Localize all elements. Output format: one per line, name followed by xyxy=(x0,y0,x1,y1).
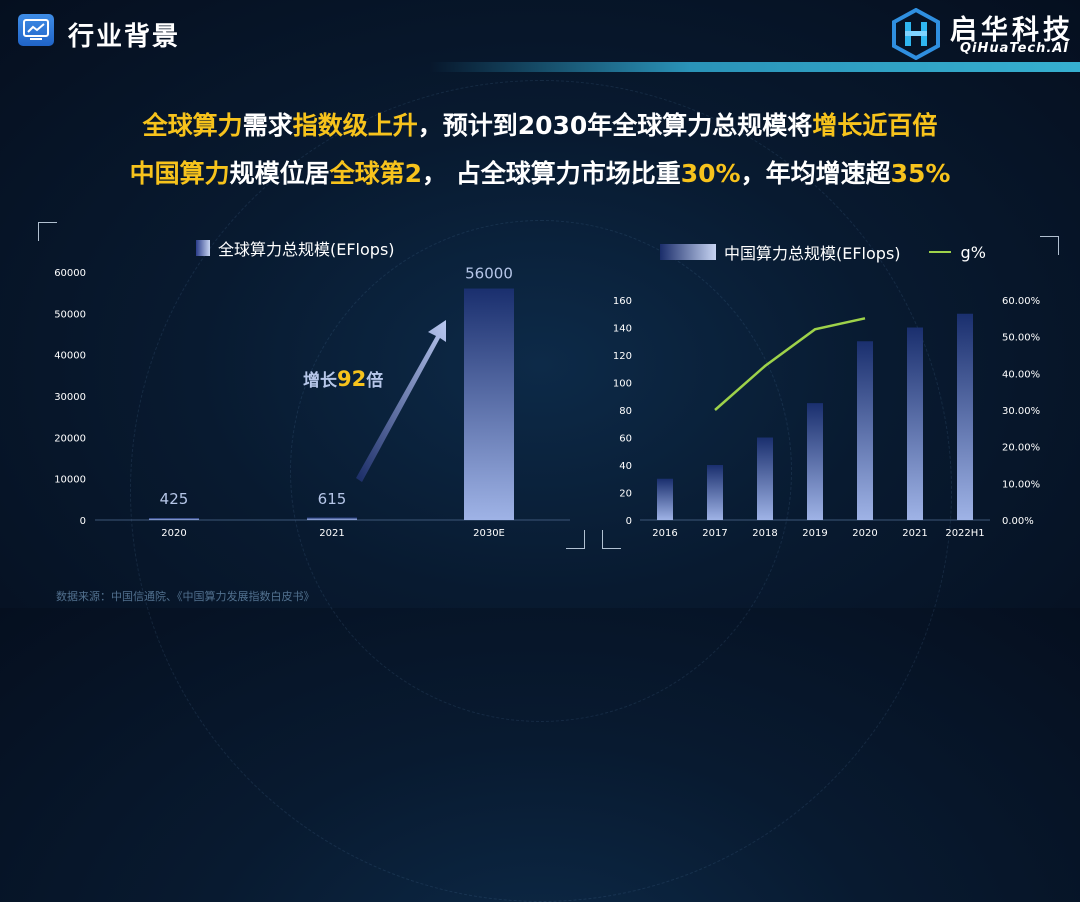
y-tick-label: 20000 xyxy=(54,433,86,444)
bar-2021 xyxy=(307,517,357,520)
legend-swatch-bar xyxy=(660,244,716,260)
headline-segment: 规模位居 xyxy=(229,159,330,188)
legend-swatch xyxy=(196,240,210,256)
bar-2022H1 xyxy=(957,313,973,520)
headline-segment: 指数级上升 xyxy=(292,111,418,140)
y-right-tick-label: 20.00% xyxy=(1002,443,1040,454)
y-left-tick-label: 120 xyxy=(613,351,632,362)
frame-corner-bottom-right-left-chart xyxy=(566,530,585,549)
x-tick-label: 2017 xyxy=(702,528,727,539)
y-tick-label: 60000 xyxy=(54,268,86,279)
global-compute-bar-chart: 0 10000 20000 30000 40000 50000 60000 425 2020 61… xyxy=(54,264,1040,539)
headline-segment: 全球算力 xyxy=(142,111,243,140)
bar-2017 xyxy=(707,465,723,520)
bar-2018 xyxy=(757,437,773,520)
data-label: 615 xyxy=(318,490,347,508)
headline-segment: ， 占全球算力市场比重 xyxy=(422,159,681,188)
growth-arrow-icon xyxy=(356,320,446,482)
x-tick-label: 2016 xyxy=(652,528,677,539)
y-right-tick-label: 40.00% xyxy=(1002,369,1040,380)
headline-segment: 需求 xyxy=(242,111,293,140)
headline-segment: 增长近百倍 xyxy=(812,111,938,140)
bar-2020 xyxy=(149,518,199,520)
data-source-note: 数据来源：中国信通院、《中国算力发展指数白皮书》 xyxy=(56,590,315,603)
headline-segment: ，年均增速超 xyxy=(740,159,891,188)
frame-corner-top-left xyxy=(38,222,57,241)
y-tick-label: 30000 xyxy=(54,392,86,403)
legend-swatch-line xyxy=(928,251,951,253)
x-tick-label: 2030E xyxy=(473,528,505,539)
x-tick-label: 2020 xyxy=(161,528,186,539)
headline-line-2: 中国算力规模位居全球第2， 占全球算力市场比重30%，年均增速超35% xyxy=(0,154,1080,190)
left-chart-legend: 全球算力总规模(EFlops) xyxy=(196,236,395,260)
y-right-tick-label: 0.00% xyxy=(1002,516,1034,527)
headline-segment: 中国算力 xyxy=(129,159,230,188)
y-left-tick-label: 160 xyxy=(613,296,632,307)
x-tick-label: 2019 xyxy=(802,528,827,539)
legend-label-line: g% xyxy=(960,242,986,262)
frame-corner-top-right xyxy=(1040,236,1059,255)
y-left-tick-label: 0 xyxy=(626,516,632,527)
y-left-tick-label: 40 xyxy=(619,461,632,472)
y-tick-label: 0 xyxy=(80,516,86,527)
bar-2030E xyxy=(464,288,514,520)
y-right-tick-label: 30.00% xyxy=(1002,406,1040,417)
bar-2020 xyxy=(857,341,873,520)
growth-rate-line xyxy=(714,317,866,411)
trend-chart-icon xyxy=(18,14,54,46)
y-left-tick-label: 20 xyxy=(619,489,632,500)
x-tick-label: 2021 xyxy=(902,528,927,539)
frame-corner-bottom-left-right-chart xyxy=(602,530,621,549)
bar-2016 xyxy=(657,478,673,520)
x-tick-label: 2022H1 xyxy=(945,528,984,539)
y-tick-label: 40000 xyxy=(54,351,86,362)
company-name-en: QiHuaTech.AI xyxy=(960,41,1070,56)
y-left-tick-label: 60 xyxy=(619,434,632,445)
headline-segment: ，预计到2030年全球算力总规模将 xyxy=(417,111,813,140)
headline-segment: 全球第2 xyxy=(329,159,422,188)
y-left-tick-label: 100 xyxy=(613,379,632,390)
legend-label-bar: 中国算力总规模(EFlops) xyxy=(724,244,901,263)
headline-line-1: 全球算力需求指数级上升，预计到2030年全球算力总规模将增长近百倍 xyxy=(0,106,1080,142)
y-right-tick-label: 60.00% xyxy=(1002,296,1040,307)
company-name: 启华科技 xyxy=(950,15,1074,46)
y-right-tick-label: 10.00% xyxy=(1002,479,1040,490)
x-tick-label: 2018 xyxy=(752,528,777,539)
x-tick-label: 2020 xyxy=(852,528,877,539)
headline-segment: 30% xyxy=(680,159,741,188)
growth-label: 增长92倍 xyxy=(303,367,383,391)
right-chart-legend: 中国算力总规模(EFlops) g% xyxy=(660,240,986,264)
bar-2019 xyxy=(807,403,823,520)
y-right-tick-label: 50.00% xyxy=(1002,333,1040,344)
bar-2021 xyxy=(907,327,923,520)
data-label: 425 xyxy=(160,490,189,508)
company-logo-icon xyxy=(892,8,940,60)
y-left-tick-label: 140 xyxy=(613,324,632,335)
data-label: 56000 xyxy=(465,265,513,283)
y-tick-label: 10000 xyxy=(54,475,86,486)
legend-label: 全球算力总规模(EFlops) xyxy=(218,240,395,259)
header-divider xyxy=(430,62,1080,72)
y-left-tick-label: 80 xyxy=(619,406,632,417)
page-title: 行业背景 xyxy=(68,22,181,52)
y-tick-label: 50000 xyxy=(54,309,86,320)
x-tick-label: 2021 xyxy=(319,528,344,539)
headline-segment: 35% xyxy=(890,159,951,188)
